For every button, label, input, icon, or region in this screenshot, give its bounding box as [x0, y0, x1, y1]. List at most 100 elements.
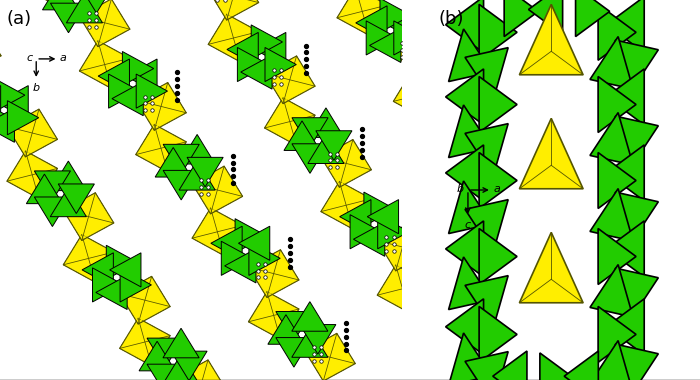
Polygon shape [606, 145, 644, 201]
Polygon shape [192, 166, 243, 214]
Polygon shape [300, 325, 336, 354]
Polygon shape [179, 160, 215, 190]
Polygon shape [126, 59, 157, 93]
Polygon shape [163, 144, 200, 174]
Polygon shape [479, 76, 517, 133]
Polygon shape [366, 21, 398, 55]
Polygon shape [63, 193, 114, 241]
Polygon shape [377, 265, 428, 313]
Polygon shape [598, 228, 636, 285]
Polygon shape [221, 241, 253, 276]
Polygon shape [163, 170, 200, 200]
Polygon shape [34, 171, 71, 201]
Polygon shape [449, 105, 491, 158]
Polygon shape [564, 351, 598, 380]
Polygon shape [58, 184, 94, 214]
Polygon shape [211, 226, 242, 260]
Polygon shape [79, 0, 130, 47]
Polygon shape [393, 29, 444, 77]
Polygon shape [7, 151, 57, 199]
Polygon shape [235, 219, 267, 253]
Polygon shape [66, 0, 102, 23]
Polygon shape [606, 299, 644, 355]
Polygon shape [265, 48, 296, 82]
Polygon shape [340, 200, 371, 234]
Text: a: a [60, 53, 66, 63]
Polygon shape [598, 76, 636, 133]
Polygon shape [208, 0, 259, 20]
Polygon shape [0, 25, 1, 73]
Polygon shape [449, 29, 491, 82]
Polygon shape [321, 181, 372, 229]
Polygon shape [308, 108, 344, 138]
Polygon shape [241, 55, 272, 89]
Polygon shape [187, 157, 223, 187]
Polygon shape [79, 41, 130, 89]
Polygon shape [106, 245, 138, 279]
Text: (b): (b) [438, 10, 463, 27]
Polygon shape [479, 152, 517, 209]
Polygon shape [268, 315, 304, 344]
Text: b: b [33, 83, 40, 93]
Polygon shape [446, 0, 484, 53]
Polygon shape [615, 40, 658, 93]
Polygon shape [292, 118, 328, 147]
Polygon shape [446, 145, 484, 201]
Polygon shape [248, 250, 299, 298]
Polygon shape [43, 0, 78, 10]
Polygon shape [50, 187, 86, 217]
Polygon shape [606, 0, 644, 53]
Polygon shape [284, 121, 320, 150]
Polygon shape [50, 161, 86, 191]
Polygon shape [50, 3, 87, 33]
Polygon shape [110, 253, 141, 287]
Polygon shape [92, 268, 124, 302]
Polygon shape [394, 21, 425, 55]
Polygon shape [265, 56, 315, 104]
Polygon shape [292, 328, 328, 357]
Polygon shape [356, 6, 387, 40]
Polygon shape [7, 109, 57, 157]
Polygon shape [449, 181, 491, 234]
Text: c: c [26, 53, 32, 63]
Polygon shape [292, 144, 328, 173]
Polygon shape [179, 135, 215, 164]
Polygon shape [465, 352, 508, 380]
Polygon shape [465, 200, 508, 252]
Polygon shape [248, 291, 299, 339]
Polygon shape [98, 59, 130, 93]
Polygon shape [465, 48, 508, 100]
Polygon shape [598, 306, 636, 363]
Polygon shape [590, 188, 633, 241]
Polygon shape [479, 4, 517, 60]
Polygon shape [590, 264, 633, 317]
Polygon shape [136, 74, 167, 108]
Polygon shape [479, 306, 517, 363]
Polygon shape [108, 74, 140, 108]
Polygon shape [378, 215, 409, 249]
Polygon shape [0, 78, 25, 112]
Polygon shape [34, 197, 71, 226]
Polygon shape [606, 69, 644, 125]
Polygon shape [615, 192, 658, 245]
Polygon shape [380, 0, 412, 32]
Polygon shape [321, 139, 372, 187]
Polygon shape [23, 0, 74, 5]
Polygon shape [176, 360, 227, 380]
Text: (a): (a) [6, 10, 32, 27]
Polygon shape [575, 0, 610, 36]
Polygon shape [504, 0, 538, 36]
Polygon shape [449, 333, 491, 380]
Polygon shape [251, 25, 283, 59]
Polygon shape [74, 0, 111, 20]
Polygon shape [598, 4, 636, 60]
Polygon shape [112, 82, 144, 116]
Polygon shape [239, 226, 270, 260]
Polygon shape [393, 71, 444, 119]
Polygon shape [50, 0, 87, 7]
Polygon shape [120, 268, 151, 302]
Polygon shape [237, 48, 269, 82]
Polygon shape [364, 192, 395, 226]
Polygon shape [493, 351, 527, 380]
Polygon shape [528, 0, 563, 35]
